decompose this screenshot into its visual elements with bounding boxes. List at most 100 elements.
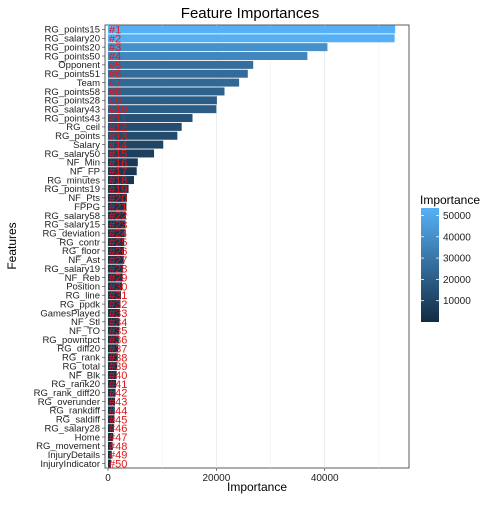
rank-label: #18 xyxy=(109,175,127,187)
bar-RG_rank xyxy=(108,353,118,362)
rank-label: #35 xyxy=(109,326,127,338)
bar-RG_powntpct xyxy=(108,335,119,344)
chart-title: Feature Importances xyxy=(181,5,319,22)
rank-label: #28 xyxy=(109,264,127,276)
bar-RG_rank_diff20 xyxy=(108,388,116,397)
y-tick-label: InjuryIndicator xyxy=(40,459,100,470)
bar-NF_Blk xyxy=(108,370,117,379)
y-tick-label: Team xyxy=(77,78,100,89)
y-tick-label: RG_salary58 xyxy=(45,211,100,222)
bar-NF_Min xyxy=(108,158,138,167)
x-tick-label: 40000 xyxy=(311,473,339,484)
legend-colorbar xyxy=(421,208,439,322)
y-axis-ticks: RG_points15RG_salary20RG_points20RG_poin… xyxy=(34,25,105,470)
bar-RG_rank20 xyxy=(108,379,117,388)
y-tick-label: Home xyxy=(75,432,100,443)
bar-RG_deviation xyxy=(108,229,125,238)
rank-label: #40 xyxy=(109,370,127,382)
rank-label: #34 xyxy=(109,317,127,329)
rank-label: #6 xyxy=(109,69,121,81)
bar-NF_Pts xyxy=(108,193,127,202)
y-tick-label: RG_rankdiff xyxy=(49,406,100,417)
rank-label: #50 xyxy=(109,459,127,471)
y-tick-label: RG_salary43 xyxy=(45,104,100,115)
y-tick-label: Position xyxy=(66,282,100,293)
bar-RG_movement xyxy=(108,441,113,450)
x-axis-title: Importance xyxy=(227,480,287,494)
y-tick-label: RG_points43 xyxy=(45,113,100,124)
bar-Home xyxy=(108,433,114,441)
bar-RG_overunder xyxy=(108,397,116,406)
rank-label: #1 xyxy=(109,24,121,36)
bar-Opponent xyxy=(108,60,254,69)
y-tick-label: NF_Ast xyxy=(68,255,100,266)
bar-RG_points xyxy=(108,131,178,140)
bar-Position xyxy=(108,282,123,291)
bar-RG_points50 xyxy=(108,52,308,60)
y-tick-label: NF_TO xyxy=(69,326,100,337)
bar-InjuryIndicator xyxy=(108,459,111,468)
rank-label: #15 xyxy=(109,148,127,160)
y-tick-label: RG_points51 xyxy=(45,69,100,80)
bar-RG_points43 xyxy=(108,114,193,123)
y-tick-label: GamesPlayed xyxy=(40,308,100,319)
rank-label: #25 xyxy=(109,237,127,249)
bar-NF_Ast xyxy=(108,255,124,264)
rank-label: #23 xyxy=(109,219,127,231)
y-tick-label: RG_saldiff xyxy=(56,415,101,426)
rank-label: #37 xyxy=(109,343,127,355)
y-tick-label: Salary xyxy=(73,140,100,151)
y-tick-label: RG_ppdk xyxy=(60,299,100,310)
legend-tick-label: 10000 xyxy=(443,296,471,307)
y-tick-label: NF_Stl xyxy=(71,317,100,328)
bar-RG_contr xyxy=(108,238,125,247)
x-axis-ticks: 0 20000 40000 xyxy=(105,468,339,484)
rank-label: #36 xyxy=(109,335,127,347)
y-tick-label: RG_salary20 xyxy=(45,34,100,45)
rank-label: #29 xyxy=(109,273,127,285)
bar-RG_rankdiff xyxy=(108,406,115,415)
bar-FPPG xyxy=(108,202,127,211)
bar-RG_total xyxy=(108,362,118,371)
bar-RG_saldiff xyxy=(108,415,115,424)
bar-RG_points58 xyxy=(108,87,225,96)
rank-label: #2 xyxy=(109,33,121,45)
rank-label: #20 xyxy=(109,193,127,205)
bar-RG_salary28 xyxy=(108,424,114,433)
bar-RG_points20 xyxy=(108,43,328,52)
y-tick-label: RG_deviation xyxy=(42,229,100,240)
bar-RG_salary19 xyxy=(108,264,124,273)
y-tick-label: RG_powntpct xyxy=(42,335,100,346)
y-tick-label: RG_points15 xyxy=(45,25,100,36)
bars xyxy=(108,25,396,468)
rank-label: #9 xyxy=(109,95,121,107)
rank-label: #47 xyxy=(109,432,127,444)
rank-label: #41 xyxy=(109,379,127,391)
y-tick-label: NF_Pts xyxy=(68,193,100,204)
bar-RG_ppdk xyxy=(108,300,121,309)
rank-label: #32 xyxy=(109,299,127,311)
rank-label: #16 xyxy=(109,157,127,169)
rank-label: #14 xyxy=(109,140,127,152)
rank-label: #44 xyxy=(109,405,127,417)
y-tick-label: FPPG xyxy=(74,202,100,213)
rank-label: #13 xyxy=(109,131,127,143)
bar-GamesPlayed xyxy=(108,308,120,317)
x-tick-label: 20000 xyxy=(202,473,230,484)
y-tick-label: RG_movement xyxy=(36,441,100,452)
legend-title: Importance xyxy=(420,193,480,207)
bar-RG_line xyxy=(108,291,122,300)
y-tick-label: RG_salary19 xyxy=(45,264,100,275)
y-tick-label: NF_Min xyxy=(67,158,100,169)
y-tick-label: Opponent xyxy=(58,60,100,71)
y-tick-label: RG_rank20 xyxy=(51,379,100,390)
y-tick-label: RG_contr xyxy=(59,237,100,248)
y-tick-label: RG_points50 xyxy=(45,51,100,62)
bar-RG_floor xyxy=(108,246,124,255)
rank-label: #42 xyxy=(109,388,127,400)
bar-NF_TO xyxy=(108,326,120,335)
bar-Team xyxy=(108,78,240,87)
bar-RG_ceil xyxy=(108,122,182,131)
